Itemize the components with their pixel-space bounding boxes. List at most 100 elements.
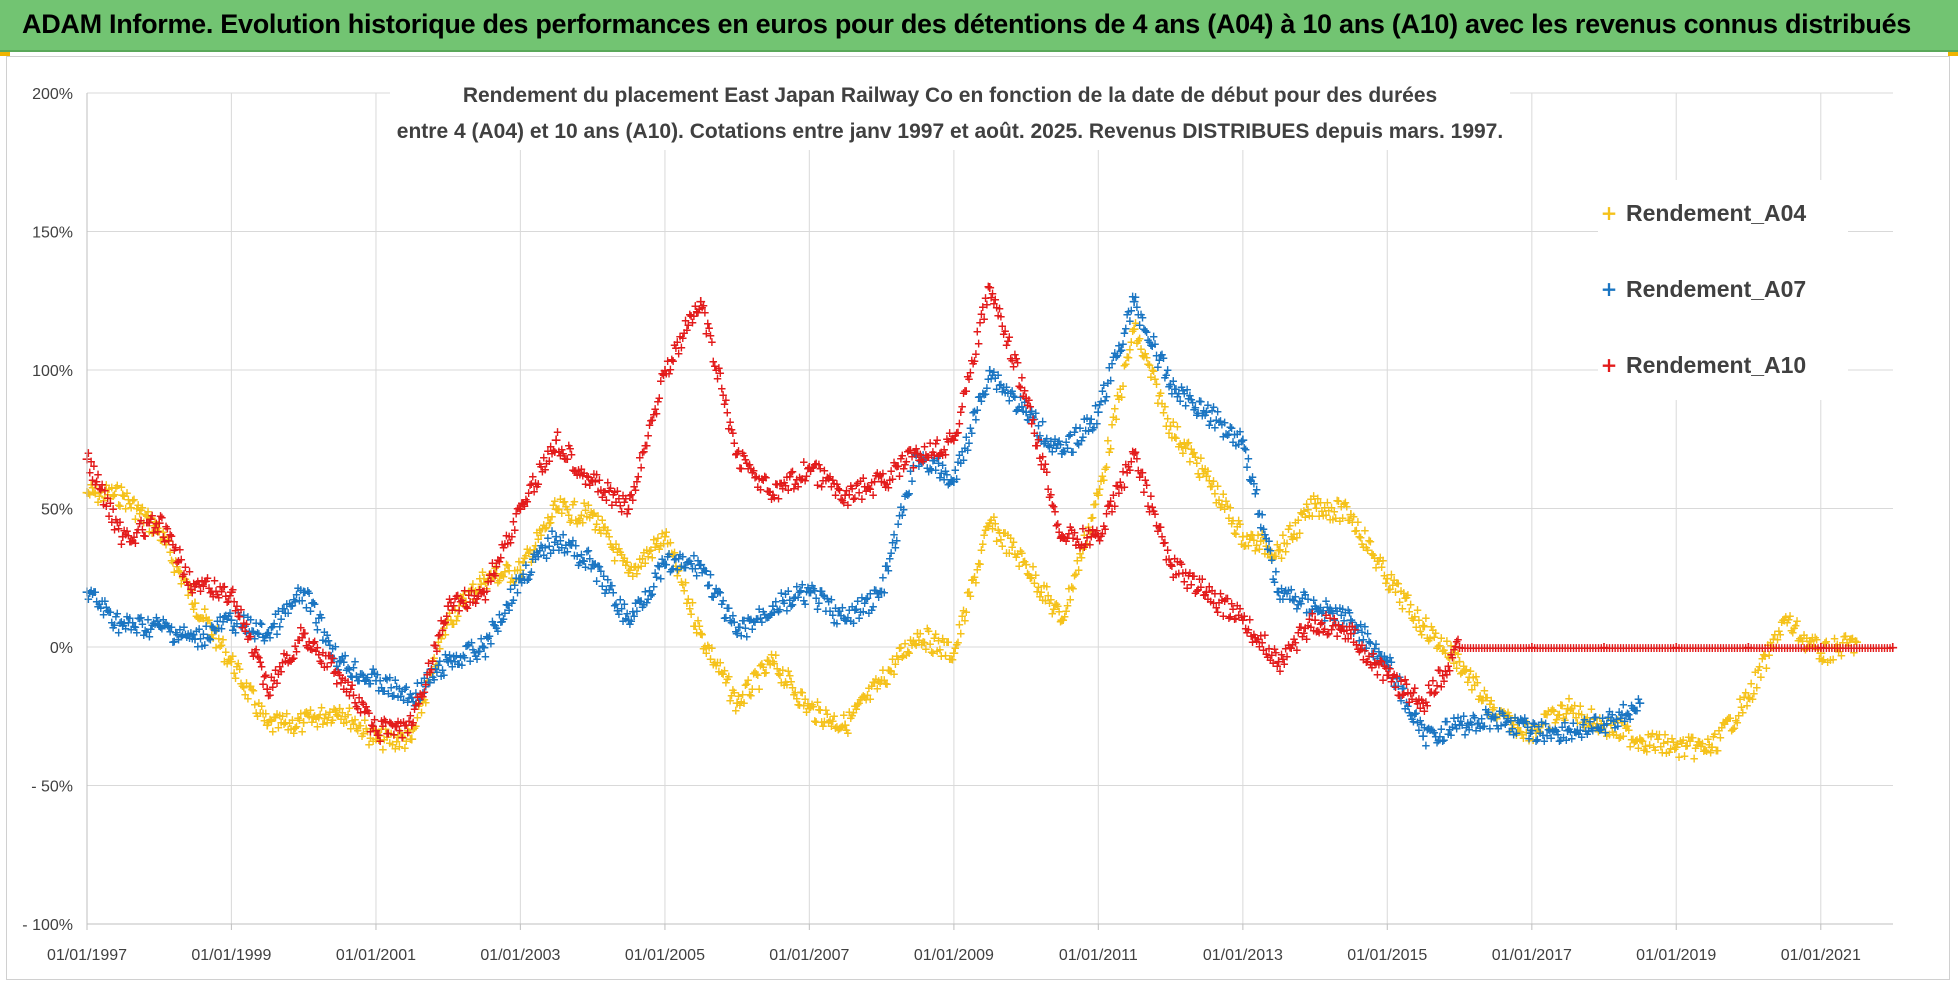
data-point-cloud: + [963,586,973,600]
data-point-cloud: + [1054,605,1064,619]
data-point-cloud: + [715,655,725,669]
data-point-cloud: + [1295,526,1305,540]
data-point-cloud: + [1772,633,1782,647]
data-point-cloud: + [643,549,653,563]
data-point-cloud: + [1297,507,1307,521]
data-point-cloud: + [726,688,736,702]
data-point-cloud: + [98,608,108,622]
data-point-cloud: + [393,730,403,744]
data-point-cloud: + [718,667,728,681]
data-point-cloud: + [907,638,917,652]
data-point: + [1887,640,1899,656]
data-point-cloud: + [1792,614,1802,628]
x-tick-label: 01/01/2005 [625,947,705,964]
data-point-cloud: + [1183,436,1193,450]
data-point-cloud: + [560,495,570,509]
data-point-cloud: + [1331,511,1341,525]
data-point-cloud: + [772,662,782,676]
data-point: + [948,646,960,662]
data-point-cloud: + [996,533,1006,547]
data-point-cloud: + [610,554,620,568]
data-point-cloud: + [328,713,338,727]
data-point-cloud: + [1313,491,1323,505]
data-point-cloud: + [167,554,177,568]
data-point-cloud: + [1520,716,1530,730]
data-point-cloud: + [1028,560,1038,574]
data-point-cloud: + [829,709,839,723]
data-point-cloud: + [119,489,129,503]
data-point-cloud: + [394,740,404,754]
data-point-cloud: + [893,652,903,666]
chart-grid [86,92,1893,925]
data-point-cloud: + [1609,728,1619,742]
data-point-cloud: + [475,572,485,586]
data-point-cloud: + [435,642,445,656]
data-point-cloud: + [157,534,167,548]
data-point-cloud: + [179,573,189,587]
data-point-cloud: + [1577,708,1587,722]
data-point-cloud: + [565,515,575,529]
data-point-cloud: + [1033,432,1043,446]
data-point-cloud: + [704,641,714,655]
data-point-cloud: + [825,713,835,727]
data-point-cloud: + [679,583,689,597]
data-point: + [478,571,490,587]
data-point-cloud: + [318,717,328,731]
data-point-cloud: + [104,605,114,619]
data-point-cloud: + [175,565,185,579]
x-tick-label: 01/01/2013 [1203,947,1283,964]
data-point-cloud: + [742,677,752,691]
data-point-cloud: + [1227,517,1237,531]
data-point-cloud: + [786,675,796,689]
data-point-cloud: + [1185,454,1195,468]
data-point-cloud: + [997,539,1007,553]
data-point-cloud: + [753,668,763,682]
data-point-cloud: + [567,447,577,461]
data-point-cloud: + [1044,596,1054,610]
data-point-cloud: + [230,671,240,685]
data-point-cloud: + [1807,630,1817,644]
data-point-cloud: + [921,642,931,656]
data-point-cloud: + [1486,693,1496,707]
data-point-cloud: + [1325,512,1335,526]
data-point-cloud: + [1761,661,1771,675]
data-point-cloud: + [1320,501,1330,515]
data-point-cloud: + [429,651,439,665]
data-point-cloud: + [500,564,510,578]
data-point-cloud: + [1385,582,1395,596]
data-point-cloud: + [1584,716,1594,730]
data-point-cloud: + [1368,548,1378,562]
legend-label-a04: Rendement_A04 [1626,199,1807,226]
data-point-cloud: + [125,611,135,625]
data-point-cloud: + [246,630,256,644]
data-point-cloud: + [649,533,659,547]
data-point-cloud: + [636,461,646,475]
data-point-cloud: + [456,590,466,604]
data-point-cloud: + [1050,598,1060,612]
data-point-cloud: + [1560,713,1570,727]
data-point-cloud: + [1035,589,1045,603]
data-point-cloud: + [836,721,846,735]
data-point-cloud: + [847,709,857,723]
data-point-cloud: + [1100,462,1110,476]
data-point-cloud: + [1789,621,1799,635]
data-point-cloud: + [236,677,246,691]
data-point-cloud: + [1151,377,1161,391]
data-point-cloud: + [150,515,160,529]
data-point-cloud: + [1502,710,1512,724]
legend-marker-a10: + [1600,353,1618,377]
data-point-cloud: + [1195,470,1205,484]
data-point-cloud: + [1629,736,1639,750]
data-point-cloud: + [172,559,182,573]
data-point-cloud: + [1631,734,1641,748]
data-point-cloud: + [982,519,992,533]
data-point-cloud: + [465,584,475,598]
data-point-cloud: + [1267,549,1277,563]
data-point-cloud: + [1335,514,1345,528]
data-point-cloud: + [1258,533,1268,547]
data-point-cloud: + [1481,690,1491,704]
data-point-cloud: + [1214,493,1224,507]
data-point-cloud: + [972,563,982,577]
data-point-cloud: + [197,611,207,625]
